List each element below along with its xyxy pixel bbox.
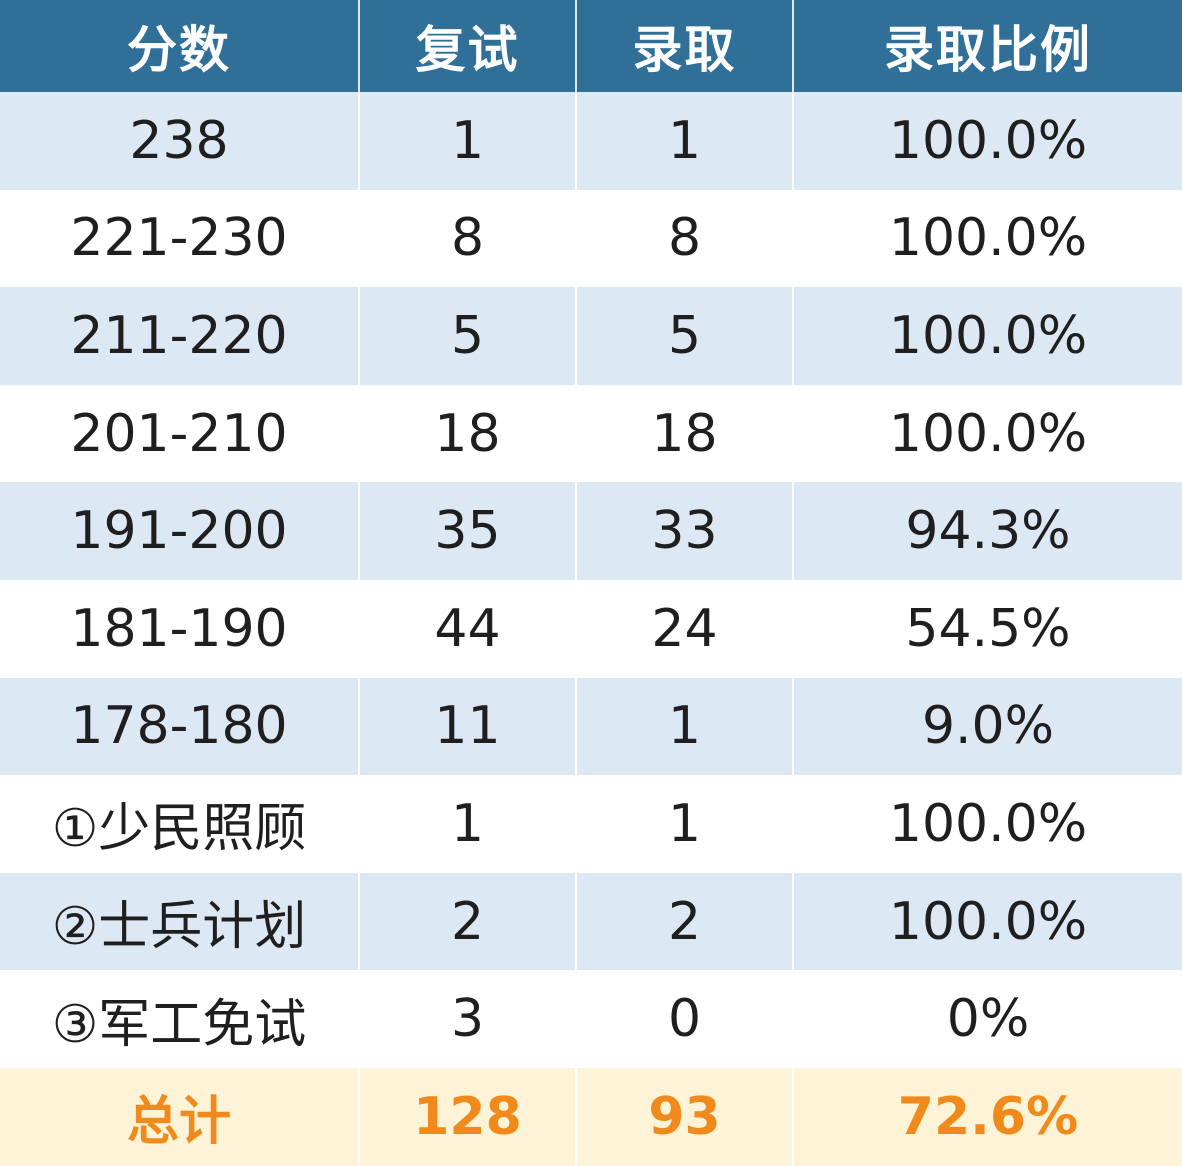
score-cell: ③军工免试 [0, 970, 360, 1068]
admitted-cell: 8 [577, 189, 794, 288]
ratio-cell: 54.5% [794, 579, 1182, 678]
score-cell: 221-230 [0, 189, 360, 288]
admitted-cell: 5 [577, 287, 794, 385]
score-cell: 238 [0, 92, 360, 190]
header-retest: 复试 [360, 0, 577, 92]
ratio-cell: 94.3% [794, 482, 1182, 580]
ratio-cell: 0% [794, 970, 1182, 1068]
total-ratio: 72.6% [794, 1067, 1182, 1166]
retest-cell: 1 [360, 775, 577, 873]
retest-cell: 3 [360, 970, 577, 1068]
retest-cell: 44 [360, 579, 577, 678]
table-row: 221-230 8 8 100.0% [0, 189, 1182, 288]
score-cell: 211-220 [0, 287, 360, 385]
admitted-cell: 1 [577, 677, 794, 776]
score-cell: 178-180 [0, 677, 360, 776]
score-cell: 201-210 [0, 384, 360, 483]
ratio-cell: 100.0% [794, 775, 1182, 873]
retest-cell: 8 [360, 189, 577, 288]
total-admitted: 93 [577, 1067, 794, 1166]
score-cell: ①少民照顾 [0, 775, 360, 873]
retest-cell: 11 [360, 677, 577, 776]
table-row: ②士兵计划 2 2 100.0% [0, 872, 1182, 971]
ratio-cell: 100.0% [794, 189, 1182, 288]
table-row: ③军工免试 3 0 0% [0, 970, 1182, 1068]
ratio-cell: 100.0% [794, 384, 1182, 483]
score-cell: 181-190 [0, 579, 360, 678]
total-retest: 128 [360, 1067, 577, 1166]
retest-cell: 35 [360, 482, 577, 580]
table-row: 191-200 35 33 94.3% [0, 482, 1182, 580]
table-row: 238 1 1 100.0% [0, 92, 1182, 190]
table-row: 178-180 11 1 9.0% [0, 677, 1182, 776]
header-admitted: 录取 [577, 0, 794, 92]
retest-cell: 18 [360, 384, 577, 483]
table-row: 211-220 5 5 100.0% [0, 287, 1182, 385]
admitted-cell: 2 [577, 872, 794, 971]
retest-cell: 2 [360, 872, 577, 971]
admitted-cell: 18 [577, 384, 794, 483]
ratio-cell: 9.0% [794, 677, 1182, 776]
header-score: 分数 [0, 0, 360, 92]
admitted-cell: 24 [577, 579, 794, 678]
total-label: 总计 [0, 1067, 360, 1166]
table-row: ①少民照顾 1 1 100.0% [0, 775, 1182, 873]
table-header-row: 分数 复试 录取 录取比例 [0, 0, 1182, 92]
ratio-cell: 100.0% [794, 92, 1182, 190]
score-cell: ②士兵计划 [0, 872, 360, 971]
table-row: 201-210 18 18 100.0% [0, 384, 1182, 483]
retest-cell: 5 [360, 287, 577, 385]
admitted-cell: 0 [577, 970, 794, 1068]
retest-cell: 1 [360, 92, 577, 190]
admitted-cell: 1 [577, 92, 794, 190]
header-ratio: 录取比例 [794, 0, 1182, 92]
admitted-cell: 33 [577, 482, 794, 580]
total-row: 总计 128 93 72.6% [0, 1067, 1182, 1166]
table-row: 181-190 44 24 54.5% [0, 579, 1182, 678]
ratio-cell: 100.0% [794, 287, 1182, 385]
admitted-cell: 1 [577, 775, 794, 873]
ratio-cell: 100.0% [794, 872, 1182, 971]
score-cell: 191-200 [0, 482, 360, 580]
